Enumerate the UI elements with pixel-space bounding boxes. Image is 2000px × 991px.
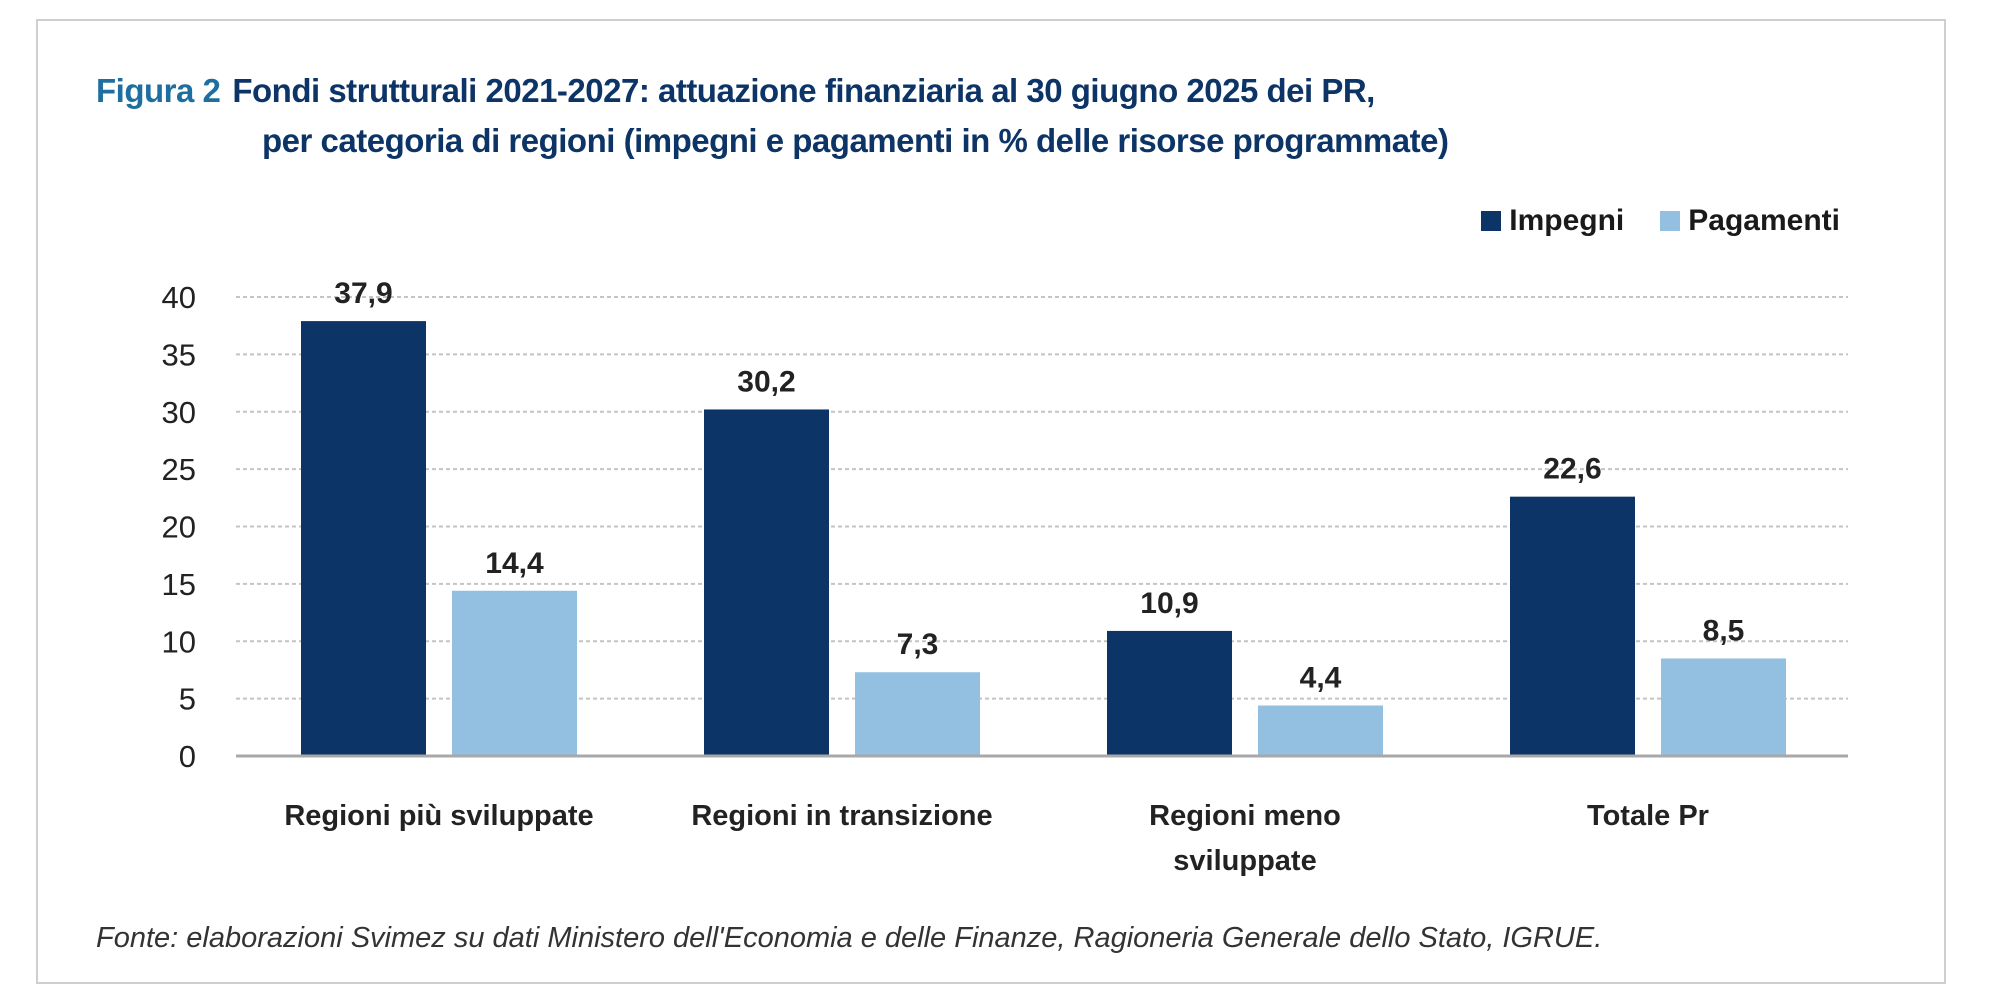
bar-pagamenti	[1661, 658, 1786, 756]
category-label: sviluppate	[1173, 845, 1316, 877]
data-label: 14,4	[485, 547, 544, 580]
legend-item-impegni: Impegni	[1481, 204, 1624, 238]
category-label: Regioni più sviluppate	[284, 800, 593, 832]
legend-swatch-pagamenti	[1660, 211, 1681, 231]
source-note: Fonte: elaborazioni Svimez su dati Minis…	[96, 922, 1603, 954]
bar-impegni	[301, 321, 426, 756]
data-label: 4,4	[1300, 662, 1342, 695]
bar-pagamenti	[1258, 705, 1383, 756]
y-tick-label: 0	[179, 739, 196, 774]
bar-impegni	[1107, 630, 1232, 756]
legend: Impegni Pagamenti	[1481, 204, 1840, 238]
chart-title: Figura 2 Fondi strutturali 2021-2027: att…	[96, 66, 1449, 166]
data-label: 30,2	[737, 365, 795, 398]
legend-label-pagamenti: Pagamenti	[1688, 204, 1840, 237]
y-tick-label: 20	[162, 510, 196, 545]
y-tick-label: 15	[162, 567, 196, 602]
y-tick-label: 40	[162, 280, 196, 315]
data-label: 37,9	[334, 277, 392, 310]
data-label: 22,6	[1543, 453, 1601, 486]
bar-impegni	[1510, 496, 1635, 756]
category-label: Totale Pr	[1587, 800, 1709, 832]
title-line-1: Fondi strutturali 2021-2027: attuazione …	[232, 72, 1375, 109]
category-label: Regioni meno	[1149, 800, 1341, 832]
data-label: 8,5	[1703, 614, 1745, 647]
legend-item-pagamenti: Pagamenti	[1660, 204, 1840, 238]
figure-label: Figura 2	[96, 72, 221, 109]
y-tick-label: 30	[162, 395, 196, 430]
bar-pagamenti	[452, 590, 577, 756]
bar-pagamenti	[855, 672, 980, 756]
data-label: 10,9	[1140, 587, 1198, 620]
bar-impegni	[704, 409, 829, 756]
legend-label-impegni: Impegni	[1509, 204, 1625, 237]
legend-swatch-impegni	[1481, 211, 1502, 231]
y-tick-label: 35	[162, 337, 196, 372]
category-label: Regioni in transizione	[691, 800, 992, 832]
y-tick-label: 25	[162, 452, 196, 487]
data-label: 7,3	[897, 628, 939, 661]
figure-frame	[36, 19, 1946, 984]
title-line-2: per categoria di regioni (impegni e paga…	[262, 122, 1449, 159]
y-tick-label: 10	[162, 624, 196, 659]
y-tick-label: 5	[179, 682, 196, 717]
